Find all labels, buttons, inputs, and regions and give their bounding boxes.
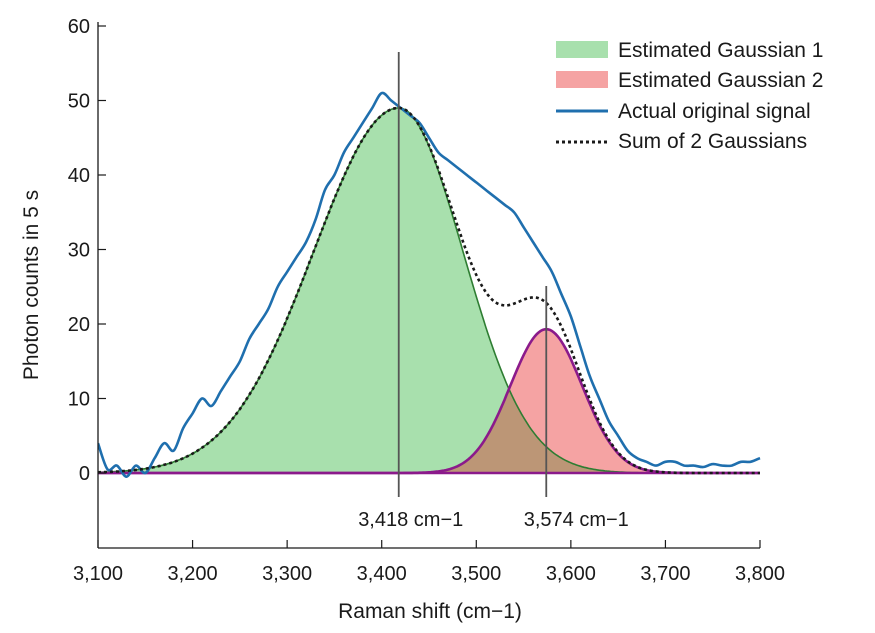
x-tick-label: 3,400 [357, 563, 407, 585]
legend-swatch-gaussian-2 [556, 71, 608, 88]
gaussian-1-area [98, 107, 760, 474]
y-tick-label: 50 [68, 91, 90, 113]
legend-label-gaussian-2: Estimated Gaussian 2 [618, 69, 823, 92]
y-tick-label: 30 [68, 240, 90, 262]
legend: Estimated Gaussian 1 Estimated Gaussian … [556, 39, 823, 153]
x-tick-group: 3,100 3,200 3,300 3,400 3,500 3,600 3,700 3,800 [73, 540, 785, 585]
actual-signal-line [98, 91, 761, 478]
x-tick-label: 3,800 [735, 563, 785, 585]
x-tick-label: 3,700 [640, 563, 690, 585]
y-tick-label: 0 [79, 463, 90, 485]
plot-area [98, 91, 761, 478]
x-tick-label: 3,300 [262, 563, 312, 585]
legend-swatch-gaussian-1 [556, 41, 608, 58]
legend-label-gaussian-1: Estimated Gaussian 1 [618, 39, 823, 62]
y-tick-label: 10 [68, 389, 90, 411]
legend-label-signal: Actual original signal [618, 100, 811, 123]
y-tick-label: 20 [68, 314, 90, 336]
peak-label-3418: 3,418 cm−1 [358, 509, 463, 531]
y-tick-label: 60 [68, 16, 90, 38]
x-tick-label: 3,100 [73, 563, 123, 585]
peak-label-2-text: 3,574 cm−1 [524, 509, 629, 531]
gaussian-2-area [98, 329, 760, 473]
sum-of-gaussians-line [98, 106, 760, 475]
y-tick-label: 40 [68, 165, 90, 187]
y-axis-title: Photon counts in 5 s [20, 190, 43, 380]
x-tick-label: 3,600 [546, 563, 596, 585]
peak-label-3574: 3,574 cm−1 [524, 509, 629, 531]
y-tick-group: 0 10 20 30 40 50 60 [68, 16, 106, 485]
peak-label-1-text: 3,418 cm−1 [358, 509, 463, 531]
x-tick-label: 3,200 [168, 563, 218, 585]
x-tick-label: 3,500 [451, 563, 501, 585]
legend-label-sum: Sum of 2 Gaussians [618, 130, 807, 153]
x-axis-title: Raman shift (cm−1) [338, 600, 522, 623]
